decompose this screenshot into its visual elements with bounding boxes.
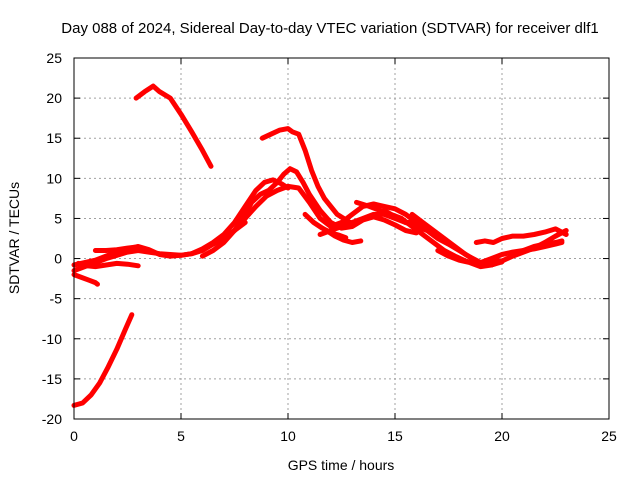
series-line xyxy=(520,238,565,253)
series-line xyxy=(473,226,569,245)
x-tick-label: 5 xyxy=(177,428,185,444)
y-tick-label: -15 xyxy=(42,371,62,387)
series-line xyxy=(92,244,137,253)
series-arc-rise-dawn xyxy=(71,312,135,408)
y-tick-label: 25 xyxy=(46,50,62,66)
x-tick-label: 25 xyxy=(601,428,617,444)
plot-frame xyxy=(73,57,610,420)
y-tick-labels: -20 -15 -10 -5 0 5 10 15 20 25 xyxy=(42,50,62,427)
x-tick-labels: 0 5 10 15 20 25 xyxy=(70,428,617,444)
series-arc-evening-d xyxy=(520,238,565,253)
y-tick-label: 5 xyxy=(54,210,62,226)
y-tick-label: 20 xyxy=(46,90,62,106)
y-tick-label: -5 xyxy=(50,291,63,307)
y-axis-label: SDTVAR / TECUs xyxy=(6,182,22,294)
series-line xyxy=(221,183,419,241)
y-tick-label: 15 xyxy=(46,130,62,146)
series-line xyxy=(75,260,141,270)
series-arc-evening-b xyxy=(473,226,569,245)
y-tick-label: -10 xyxy=(42,331,62,347)
series-arc-low-c xyxy=(71,272,100,287)
series-arc-low-d xyxy=(92,244,137,253)
x-axis-label: GPS time / hours xyxy=(288,457,395,473)
series-line xyxy=(71,220,248,274)
series-line xyxy=(259,126,353,225)
y-tick-label: 10 xyxy=(46,170,62,186)
series-arc-midday-e xyxy=(324,228,364,245)
series-line xyxy=(324,228,364,245)
x-tick-label: 10 xyxy=(280,428,296,444)
series-arc-high-morning xyxy=(133,83,214,169)
x-tick-label: 15 xyxy=(387,428,403,444)
series-arc-midday-b xyxy=(221,183,419,241)
series-line xyxy=(71,272,100,287)
series-arc-high-midday xyxy=(259,126,353,225)
x-tick-label: 0 xyxy=(70,428,78,444)
y-tick-label: -20 xyxy=(42,411,62,427)
chart-title: Day 088 of 2024, Sidereal Day-to-day VTE… xyxy=(61,20,598,37)
series-arc-low-b xyxy=(71,220,248,274)
x-tick-label: 20 xyxy=(494,428,510,444)
tick-marks xyxy=(73,57,610,420)
series-line xyxy=(133,83,214,169)
grid xyxy=(74,58,609,419)
series-line xyxy=(71,312,135,408)
series-arc-low-e xyxy=(75,260,141,270)
series-group xyxy=(71,83,569,408)
y-tick-label: 0 xyxy=(54,251,62,267)
